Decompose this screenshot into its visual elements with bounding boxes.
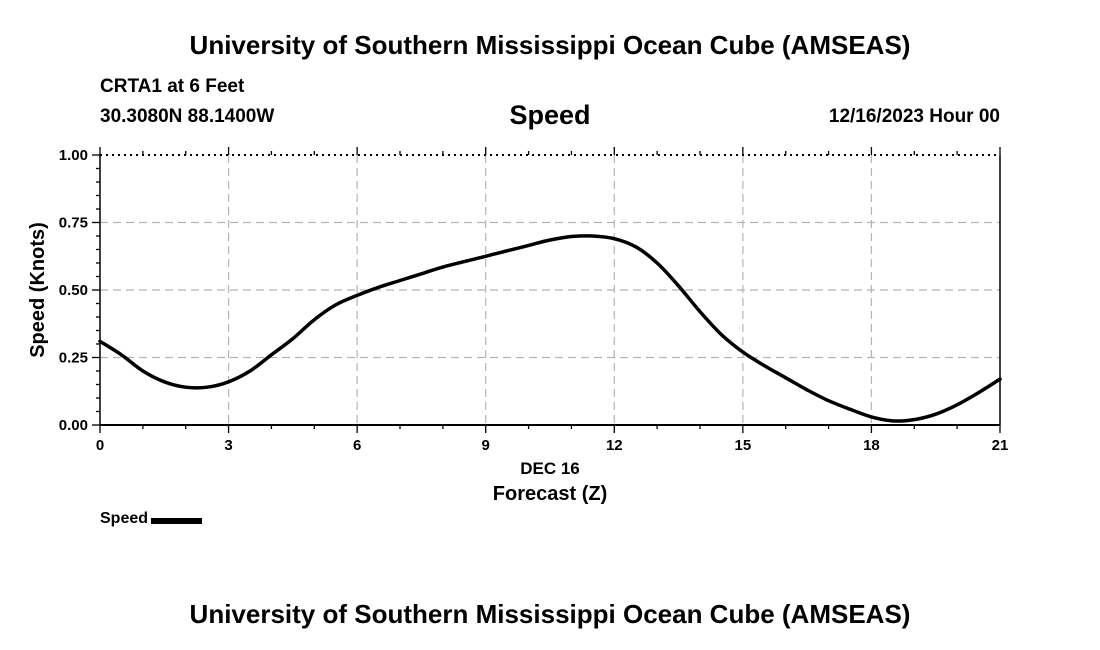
legend-swatch: [151, 517, 203, 524]
station-coordinates: 30.3080N 88.1400W: [100, 106, 275, 127]
axes: 0 3 6 9 12 15 18 21 0.00 0.25 0.50 0.75 1.00: [59, 147, 1009, 454]
speed-chart: 0 3 6 9 12 15 18 210.000.250.500.751.00 DEC 16 …: [27, 147, 1009, 505]
forecast-date: 12/16/2023 Hour 00: [828, 106, 1000, 127]
y-tick-label: 1.00: [59, 147, 88, 164]
y-tick-label: 0.00: [59, 417, 88, 434]
y-tick-label: 0.75: [59, 215, 88, 232]
x-tick-label: 0: [96, 437, 104, 454]
legend-label: Speed: [100, 510, 149, 527]
page-title: University of Southern Mississippi Ocean…: [189, 30, 911, 60]
y-axis-label: Speed (Knots): [27, 222, 49, 358]
y-tick-label: 0.25: [59, 350, 88, 367]
x-axis-label: Forecast (Z): [493, 483, 607, 505]
speed-series-line: [98, 234, 1002, 423]
footer-title: University of Southern Mississippi Ocean…: [189, 599, 911, 629]
x-tick-label: 9: [482, 437, 490, 454]
legend: Speed: [100, 510, 203, 528]
chart-title: Speed: [509, 100, 591, 130]
x-tick-label: 3: [224, 437, 232, 454]
x-tick-label: 12: [606, 437, 623, 454]
x-tick-label: 15: [735, 437, 752, 454]
series-layer: [98, 234, 1002, 423]
x-tick-label: 6: [353, 437, 361, 454]
station-label: CRTA1 at 6 Feet: [100, 76, 245, 97]
y-tick-label: 0.50: [59, 282, 88, 299]
x-axis-date-label: DEC 16: [520, 459, 580, 478]
grid: [100, 155, 1000, 425]
x-tick-label: 18: [863, 437, 880, 454]
x-tick-label: 21: [992, 437, 1009, 454]
